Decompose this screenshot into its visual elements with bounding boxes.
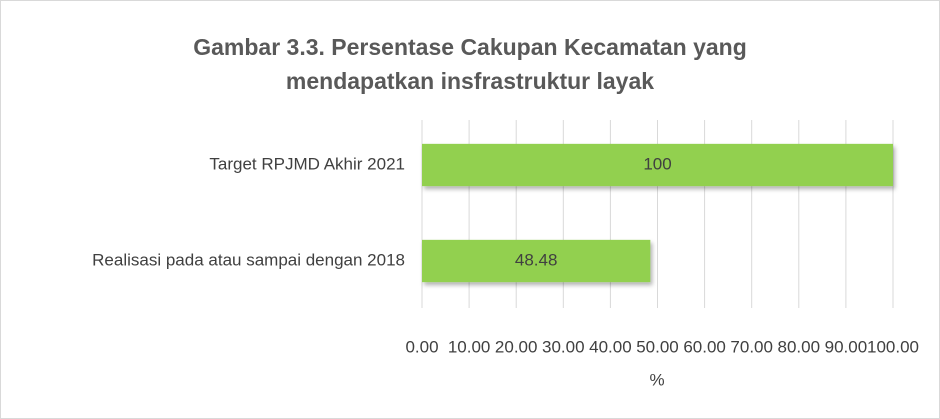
x-tick-label: 0.00 xyxy=(405,337,438,356)
x-tick-label: 50.00 xyxy=(636,337,679,356)
x-tick-label: 30.00 xyxy=(542,337,585,356)
x-tick-label: 100.00 xyxy=(867,337,919,356)
bar xyxy=(422,143,893,187)
x-tick-label: 90.00 xyxy=(825,337,868,356)
y-tick-label: Realisasi pada atau sampai dengan 2018 xyxy=(92,250,405,269)
x-tick-label: 60.00 xyxy=(683,337,726,356)
bar xyxy=(422,239,651,283)
x-tick-label: 70.00 xyxy=(730,337,773,356)
x-tick-label: 20.00 xyxy=(495,337,538,356)
data-label: 100 xyxy=(643,154,671,173)
chart-title: Gambar 3.3. Persentase Cakupan Kecamatan… xyxy=(193,34,747,94)
data-label: 48.48 xyxy=(515,250,558,269)
x-tick-label: 80.00 xyxy=(778,337,821,356)
x-axis-label: % xyxy=(649,370,664,389)
x-tick-label: 10.00 xyxy=(448,337,491,356)
x-tick-label: 40.00 xyxy=(589,337,632,356)
y-tick-label: Target RPJMD Akhir 2021 xyxy=(209,154,405,173)
